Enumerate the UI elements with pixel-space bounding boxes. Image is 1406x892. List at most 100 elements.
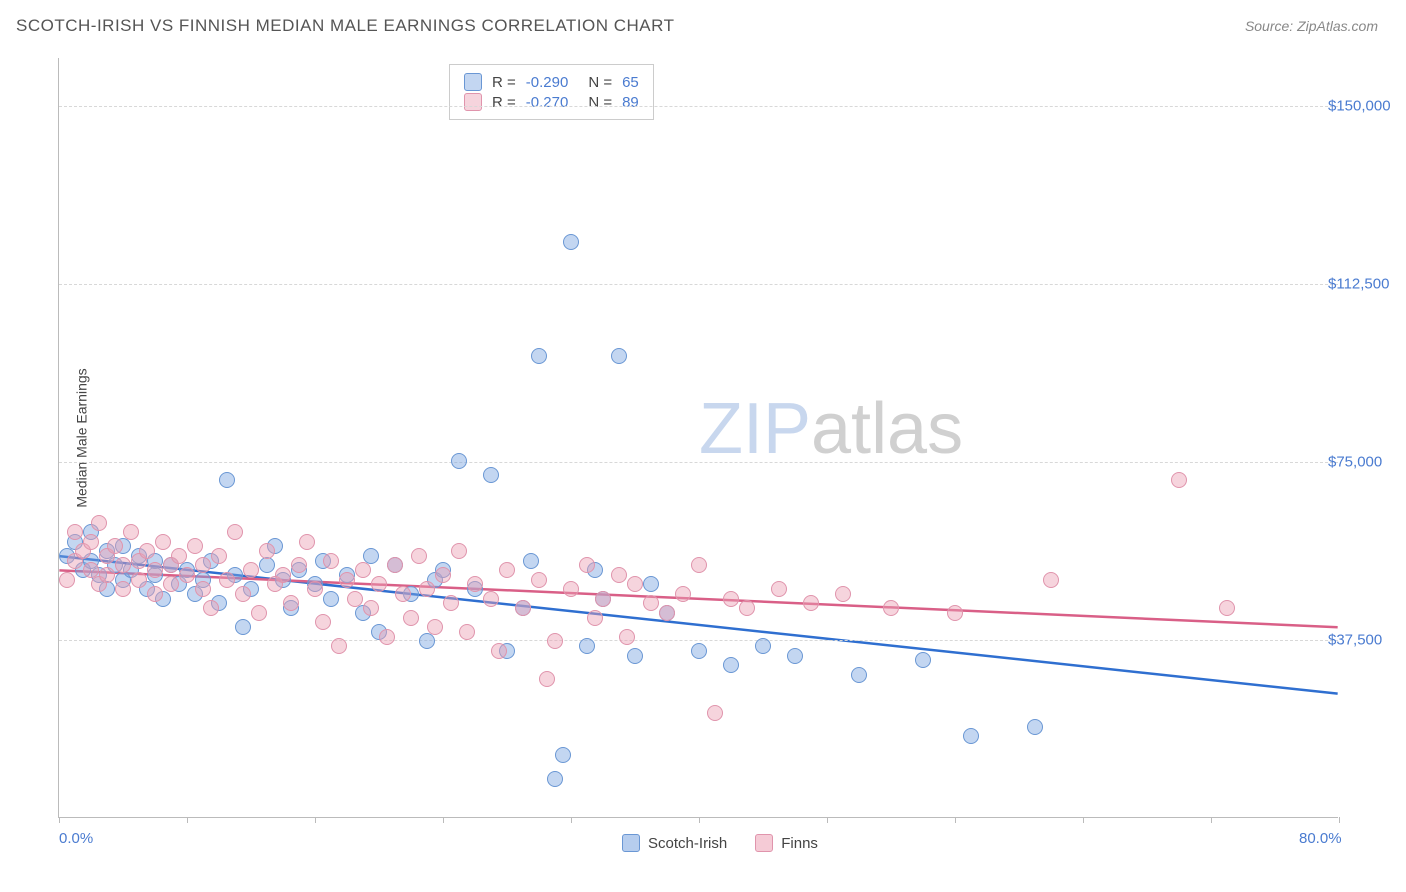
data-point (235, 619, 251, 635)
y-tick-label: $150,000 (1328, 97, 1396, 114)
data-point (539, 671, 555, 687)
stats-row-finns: R = -0.270 N = 89 (464, 93, 639, 111)
data-point (515, 600, 531, 616)
data-point (339, 572, 355, 588)
data-point (403, 610, 419, 626)
stat-r-label: R = (492, 74, 516, 91)
data-point (123, 524, 139, 540)
data-point (1027, 719, 1043, 735)
data-point (459, 624, 475, 640)
data-point (179, 567, 195, 583)
data-point (347, 591, 363, 607)
watermark: ZIPatlas (699, 388, 963, 470)
y-tick-label: $112,500 (1328, 275, 1396, 292)
stat-n-value: 65 (622, 74, 639, 91)
data-point (611, 567, 627, 583)
watermark-atlas: atlas (811, 389, 963, 469)
data-point (227, 524, 243, 540)
x-tick (443, 817, 444, 823)
data-point (723, 591, 739, 607)
data-point (499, 562, 515, 578)
stat-n-label: N = (588, 74, 612, 91)
data-point (1219, 600, 1235, 616)
y-tick-label: $37,500 (1328, 631, 1396, 648)
data-point (363, 548, 379, 564)
gridline (59, 462, 1338, 463)
data-point (147, 562, 163, 578)
data-point (483, 591, 499, 607)
trend-line (59, 570, 1337, 627)
x-tick (59, 817, 60, 823)
data-point (379, 629, 395, 645)
data-point (627, 576, 643, 592)
data-point (371, 576, 387, 592)
legend-label: Scotch-Irish (648, 835, 727, 852)
data-point (243, 562, 259, 578)
gridline (59, 640, 1338, 641)
data-point (483, 467, 499, 483)
stat-r-value: -0.270 (526, 94, 569, 111)
data-point (611, 348, 627, 364)
data-point (947, 605, 963, 621)
data-point (251, 605, 267, 621)
data-point (259, 543, 275, 559)
legend-item: Finns (755, 834, 818, 852)
data-point (627, 648, 643, 664)
data-point (1043, 572, 1059, 588)
data-point (771, 581, 787, 597)
chart-container: Median Male Earnings ZIPatlas R = -0.290… (50, 58, 1390, 818)
data-point (411, 548, 427, 564)
data-point (707, 705, 723, 721)
data-point (883, 600, 899, 616)
data-point (307, 581, 323, 597)
data-point (739, 600, 755, 616)
scatter-plot: ZIPatlas R = -0.290 N = 65 R = -0.270 N … (58, 58, 1338, 818)
data-point (275, 567, 291, 583)
y-tick-label: $75,000 (1328, 453, 1396, 470)
data-point (195, 557, 211, 573)
data-point (427, 619, 443, 635)
stats-row-scotch-irish: R = -0.290 N = 65 (464, 73, 639, 91)
x-tick (1211, 817, 1212, 823)
data-point (59, 572, 75, 588)
stat-n-label: N = (588, 94, 612, 111)
data-point (755, 638, 771, 654)
data-point (323, 553, 339, 569)
data-point (803, 595, 819, 611)
data-point (547, 771, 563, 787)
data-point (83, 534, 99, 550)
data-point (675, 586, 691, 602)
watermark-zip: ZIP (699, 389, 811, 469)
data-point (419, 633, 435, 649)
data-point (467, 576, 483, 592)
data-point (787, 648, 803, 664)
data-point (139, 543, 155, 559)
data-point (163, 576, 179, 592)
data-point (491, 643, 507, 659)
data-point (451, 543, 467, 559)
stats-legend-box: R = -0.290 N = 65 R = -0.270 N = 89 (449, 64, 654, 120)
data-point (259, 557, 275, 573)
data-point (523, 553, 539, 569)
stat-r-value: -0.290 (526, 74, 569, 91)
chart-title: SCOTCH-IRISH VS FINNISH MEDIAN MALE EARN… (16, 16, 675, 36)
x-tick (827, 817, 828, 823)
x-tick (955, 817, 956, 823)
data-point (579, 557, 595, 573)
data-point (115, 557, 131, 573)
data-point (387, 557, 403, 573)
data-point (315, 614, 331, 630)
data-point (963, 728, 979, 744)
bottom-legend: Scotch-Irish Finns (50, 834, 1390, 852)
data-point (443, 595, 459, 611)
data-point (323, 591, 339, 607)
data-point (91, 515, 107, 531)
data-point (659, 605, 675, 621)
swatch-icon (622, 834, 640, 852)
swatch-icon (755, 834, 773, 852)
data-point (219, 572, 235, 588)
data-point (555, 747, 571, 763)
data-point (643, 576, 659, 592)
data-point (587, 610, 603, 626)
data-point (395, 586, 411, 602)
